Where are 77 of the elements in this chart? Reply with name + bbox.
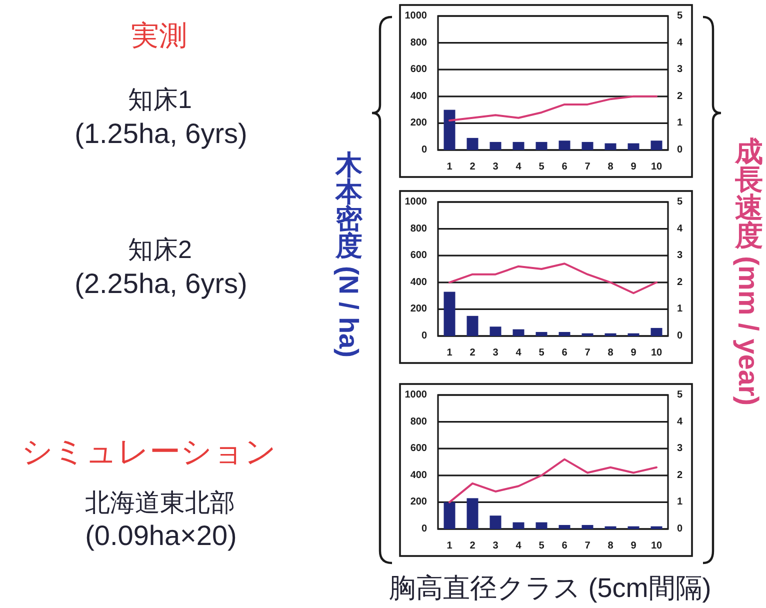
y2-tick-label: 1 <box>677 304 683 315</box>
y-tick-label: 1000 <box>404 390 428 400</box>
y2-tick-label: 4 <box>677 223 683 234</box>
text: 知床1 <box>128 86 192 114</box>
text: 木本密度 (N / ha) <box>333 150 364 358</box>
x-tick-label: 5 <box>538 540 545 552</box>
text: 知床2 <box>128 236 192 264</box>
y-tick-label: 200 <box>410 496 428 508</box>
x-tick-label: 8 <box>608 162 614 172</box>
y-tick-label: 800 <box>410 223 428 234</box>
x-tick-label: 1 <box>446 348 453 358</box>
y-tick-label: 400 <box>410 276 428 288</box>
x-tick-label: 2 <box>470 348 476 358</box>
x-tick-label: 3 <box>492 540 499 552</box>
y-tick-label: 200 <box>410 118 428 129</box>
y2-tick-label: 2 <box>677 276 683 288</box>
x-tick-label: 2 <box>470 540 476 552</box>
text: (1.25ha, 6yrs) <box>74 118 248 149</box>
x-tick-label: 5 <box>538 162 545 172</box>
x-tick-label: 1 <box>446 162 453 172</box>
x-tick-label: 9 <box>630 348 637 358</box>
text: 北海道東北部 <box>85 489 235 517</box>
y2-tick-label: 0 <box>677 144 683 156</box>
y2-tick-label: 2 <box>677 90 683 102</box>
x-tick-label: 4 <box>516 348 522 358</box>
y2-tick-label: 3 <box>677 250 683 262</box>
y-tick-label: 0 <box>421 524 428 534</box>
y-tick-label: 400 <box>410 90 428 102</box>
x-tick-label: 6 <box>562 348 568 358</box>
y-tick-label: 800 <box>410 37 428 48</box>
y-tick-label: 600 <box>410 250 428 262</box>
y-tick-label: 600 <box>410 443 428 454</box>
x-tick-label: 4 <box>516 540 522 552</box>
y2-tick-label: 4 <box>677 37 683 48</box>
x-tick-label: 10 <box>650 162 662 172</box>
x-tick-label: 3 <box>492 162 499 172</box>
y2-tick-label: 4 <box>677 416 683 428</box>
y-tick-label: 600 <box>410 64 428 76</box>
y2-tick-label: 1 <box>677 496 683 508</box>
y-tick-label: 200 <box>410 304 428 315</box>
y2-tick-label: 5 <box>677 10 683 22</box>
y2-tick-label: 1 <box>677 118 683 129</box>
x-tick-label: 8 <box>608 540 614 552</box>
x-tick-label: 6 <box>562 540 568 552</box>
x-tick-label: 10 <box>650 540 662 552</box>
y-tick-label: 400 <box>410 470 428 481</box>
y-tick-label: 1000 <box>404 196 428 208</box>
y-tick-label: 800 <box>410 416 428 428</box>
y2-tick-label: 5 <box>677 196 683 208</box>
x-tick-label: 2 <box>470 162 476 172</box>
y-tick-label: 0 <box>421 144 428 156</box>
x-tick-label: 5 <box>538 348 545 358</box>
y2-tick-label: 5 <box>677 390 683 400</box>
text: 実測 <box>131 20 187 51</box>
y-tick-label: 1000 <box>404 10 428 22</box>
text: 成長速度 (mm / year) <box>732 136 764 406</box>
x-tick-label: 3 <box>492 348 499 358</box>
y-tick-label: 0 <box>421 330 428 342</box>
x-axis-title: 胸高直径クラス (5cm間隔) <box>388 573 712 603</box>
x-tick-label: 7 <box>584 348 591 358</box>
x-tick-label: 10 <box>650 348 662 358</box>
y2-tick-label: 0 <box>677 524 683 534</box>
x-tick-label: 7 <box>584 540 591 552</box>
x-tick-label: 7 <box>584 162 591 172</box>
x-tick-label: 9 <box>630 540 637 552</box>
text: (0.09ha×20) <box>85 520 237 551</box>
x-tick-label: 1 <box>446 540 453 552</box>
x-tick-label: 9 <box>630 162 637 172</box>
x-tick-label: 8 <box>608 348 614 358</box>
y2-tick-label: 2 <box>677 470 683 481</box>
text: シミュレーション <box>22 434 276 469</box>
y2-tick-label: 3 <box>677 443 683 454</box>
text: (2.25ha, 6yrs) <box>74 268 248 299</box>
y2-tick-label: 3 <box>677 64 683 76</box>
x-tick-label: 6 <box>562 162 568 172</box>
y2-tick-label: 0 <box>677 330 683 342</box>
x-tick-label: 4 <box>516 162 522 172</box>
